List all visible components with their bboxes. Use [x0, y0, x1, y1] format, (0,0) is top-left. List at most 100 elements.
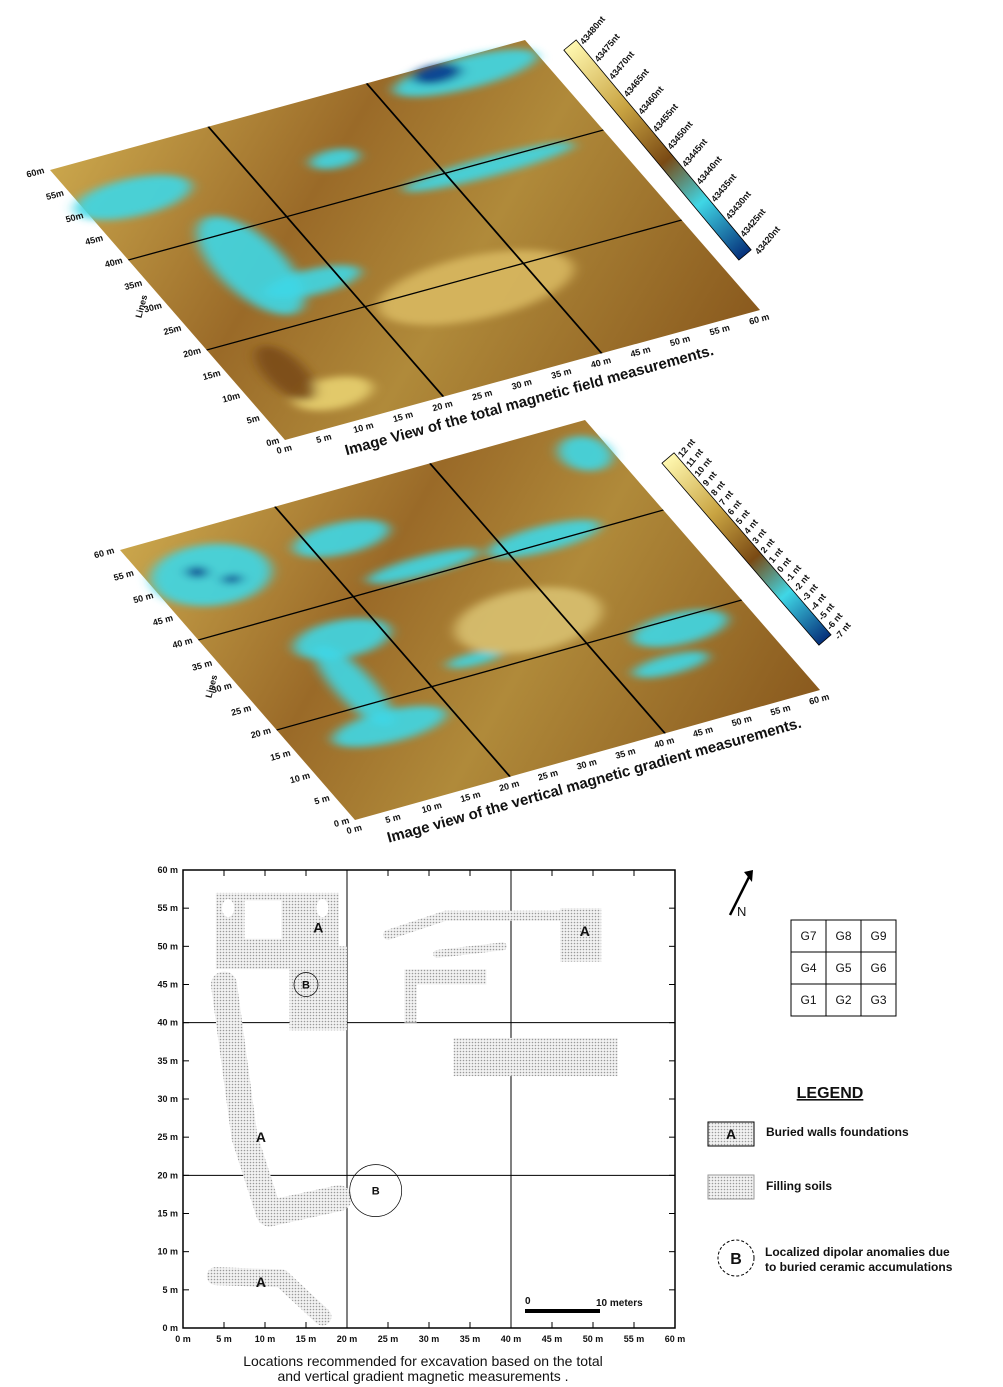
x-tick-label: 60 m — [808, 692, 830, 707]
grid-cell-label: G1 — [800, 993, 816, 1007]
grid-cell-label: G9 — [870, 929, 886, 943]
y-tick-label: 15 m — [269, 748, 291, 763]
x-tick-label: 20 m — [498, 778, 520, 793]
label-b: B — [302, 980, 310, 992]
y-tick-label: 15 m — [157, 1209, 178, 1219]
y-tick-label: 60m — [25, 165, 45, 179]
figure: 0m5m10m15m20m25m30m35m40m45m50m55m60m0 m… — [0, 0, 1003, 1387]
x-tick-label: 10 m — [352, 420, 374, 435]
filling — [404, 977, 416, 1023]
legend-dipole: Localized dipolar anomalies due — [765, 1245, 950, 1259]
y-tick-label: 20m — [182, 345, 202, 359]
legend-walls: Buried walls foundations — [766, 1125, 909, 1139]
x-tick-label: 15 m — [459, 789, 481, 804]
x-tick-label: 20 m — [337, 1334, 358, 1344]
legend-filling: Filling soils — [766, 1179, 832, 1193]
label-a: A — [256, 1129, 266, 1145]
y-tick-label: 40m — [104, 255, 124, 269]
north-label: N — [737, 904, 746, 919]
filling — [454, 1038, 618, 1076]
y-tick-label: 10 m — [157, 1247, 178, 1257]
colorbar-label: 43420nt — [753, 224, 782, 256]
colorbar-label: 43425nt — [738, 207, 767, 239]
label-a: A — [580, 923, 590, 939]
x-tick-label: 30 m — [419, 1334, 440, 1344]
x-tick-label: 50 m — [730, 713, 752, 728]
x-tick-label: 50 m — [583, 1334, 604, 1344]
y-tick-label: 0 m — [162, 1323, 178, 1333]
colorbar-label: 43470nt — [607, 49, 636, 81]
colorbar-label: 43450nt — [665, 119, 694, 151]
y-tick-label: 5 m — [313, 793, 331, 807]
legend-filling-swatch — [708, 1175, 754, 1199]
x-tick-label: 25 m — [471, 387, 493, 402]
x-tick-label: 15 m — [392, 409, 414, 424]
y-tick-label: 45 m — [152, 613, 174, 628]
x-tick-label: 5 m — [315, 431, 333, 445]
x-tick-label: 45 m — [692, 724, 714, 739]
label-b: B — [372, 1186, 380, 1198]
x-tick-label: 60 m — [748, 312, 770, 327]
x-tick-label: 55 m — [624, 1334, 645, 1344]
x-tick-label: 35 m — [460, 1334, 481, 1344]
grid-cell-label: G2 — [835, 993, 851, 1007]
y-tick-label: 30 m — [157, 1094, 178, 1104]
y-tick-label: 5 m — [162, 1285, 178, 1295]
x-tick-label: 20 m — [431, 398, 453, 413]
y-tick-label: 35m — [123, 278, 143, 292]
colorbar-label: 43460nt — [636, 84, 665, 116]
y-tick-label: 25 m — [157, 1132, 178, 1142]
colorbar-label: 43445nt — [680, 137, 709, 169]
x-tick-label: 25 m — [537, 767, 559, 782]
y-tick-label: 15m — [202, 368, 222, 382]
y-tick-label: 25m — [162, 323, 182, 337]
colorbar-label: 43455nt — [651, 102, 680, 134]
legend-dipole-symbol: B — [730, 1251, 742, 1268]
x-tick-label: 45 m — [629, 344, 651, 359]
colorbar-label: 43430nt — [724, 189, 753, 221]
colorbar-label: 43480nt — [578, 14, 607, 46]
y-tick-label: 20 m — [157, 1170, 178, 1180]
x-tick-label: 45 m — [542, 1334, 563, 1344]
scale-zero: 0 — [525, 1296, 531, 1307]
grid-cell-label: G3 — [870, 993, 886, 1007]
x-tick-label: 40 m — [590, 355, 612, 370]
colorbar-label: 43465nt — [622, 67, 651, 99]
grid-cell-label: G4 — [800, 961, 816, 975]
x-tick-label: 5 m — [384, 811, 402, 825]
room — [245, 901, 282, 939]
x-tick-label: 15 m — [296, 1334, 317, 1344]
x-tick-label: 30 m — [510, 377, 532, 392]
grid-cell-label: G6 — [870, 961, 886, 975]
x-tick-label: 30 m — [575, 757, 597, 772]
y-tick-label: 55 m — [157, 903, 178, 913]
x-tick-label: 50 m — [669, 333, 691, 348]
room — [222, 899, 234, 917]
colorbar-label: 43435nt — [709, 172, 738, 204]
grid-cell-label: G8 — [835, 929, 851, 943]
y-tick-label: 55 m — [112, 568, 134, 583]
y-tick-label: 50 m — [157, 941, 178, 951]
x-tick-label: 35 m — [550, 366, 572, 381]
y-tick-label: 50 m — [132, 590, 154, 605]
caption: Locations recommended for excavation bas… — [243, 1353, 603, 1369]
x-tick-label: 55 m — [708, 322, 730, 337]
filling — [290, 946, 347, 1030]
y-tick-label: 45m — [84, 233, 104, 247]
y-tick-label: 5m — [246, 413, 261, 426]
legend-title: LEGEND — [797, 1085, 864, 1102]
x-tick-label: 10 m — [255, 1334, 276, 1344]
colorbar-label: 43475nt — [592, 32, 621, 64]
y-tick-label: 25 m — [230, 703, 252, 718]
x-tick-label: 40 m — [501, 1334, 522, 1344]
x-tick-label: 10 m — [420, 800, 442, 815]
y-tick-label: 55m — [45, 188, 65, 202]
x-tick-label: 5 m — [216, 1334, 232, 1344]
y-tick-label: 35 m — [191, 658, 213, 673]
x-tick-label: 40 m — [653, 735, 675, 750]
y-tick-label: 40 m — [171, 635, 193, 650]
y-tick-label: 10 m — [289, 770, 311, 785]
y-tick-label: 35 m — [157, 1056, 178, 1066]
room — [316, 899, 328, 917]
legend-walls-symbol: A — [726, 1126, 736, 1142]
